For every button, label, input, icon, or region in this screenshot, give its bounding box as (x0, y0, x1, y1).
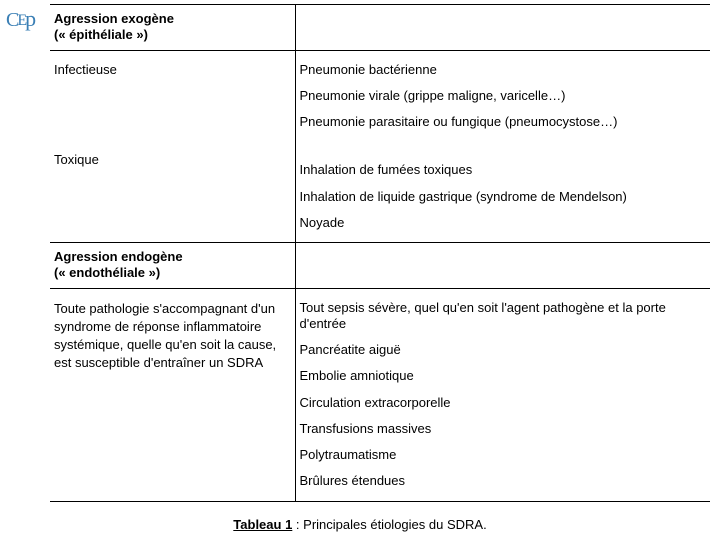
section-header-line: (« épithéliale ») (54, 27, 291, 43)
table-caption: Tableau 1 : Principales étiologies du SD… (0, 517, 720, 532)
list-item: Brûlures étendues (300, 468, 707, 494)
list-item: Inhalation de liquide gastrique (syndrom… (300, 184, 707, 210)
table-row: Toute pathologie s'accompagnant d'un syn… (50, 288, 710, 501)
list-item: Inhalation de fumées toxiques (300, 157, 707, 183)
category-label: Infectieuse (54, 57, 291, 83)
category-label: Toute pathologie s'accompagnant d'un syn… (54, 295, 291, 378)
etiologies-table-wrap: Agression exogène (« épithéliale ») Infe… (50, 4, 710, 502)
section-header-line: (« endothéliale ») (54, 265, 291, 281)
list-item: Pneumonie virale (grippe maligne, varice… (300, 83, 707, 109)
list-item: Pneumonie parasitaire ou fungique (pneum… (300, 109, 707, 135)
list-item: Tout sepsis sévère, quel qu'en soit l'ag… (300, 295, 707, 338)
items-cell: Tout sepsis sévère, quel qu'en soit l'ag… (295, 288, 710, 501)
caption-text: : Principales étiologies du SDRA. (292, 517, 486, 532)
list-item: Pancréatite aiguë (300, 337, 707, 363)
list-item: Polytraumatisme (300, 442, 707, 468)
logo: CEp (6, 6, 34, 32)
section-header-line: Agression endogène (54, 249, 291, 265)
table-row: Infectieuse Pneumonie bactérienne Pneumo… (50, 50, 710, 141)
category-cell: Infectieuse (50, 50, 295, 141)
list-item: Pneumonie bactérienne (300, 57, 707, 83)
items-cell: Pneumonie bactérienne Pneumonie virale (… (295, 50, 710, 141)
list-item: Transfusions massives (300, 416, 707, 442)
list-item: Embolie amniotique (300, 363, 707, 389)
section-header-row: Agression exogène (« épithéliale ») (50, 5, 710, 51)
table-row: Toxique Inhalation de fumées toxiques In… (50, 141, 710, 242)
category-label: Toxique (54, 147, 291, 173)
items-cell: Inhalation de fumées toxiques Inhalation… (295, 141, 710, 242)
category-cell: Toute pathologie s'accompagnant d'un syn… (50, 288, 295, 501)
list-item: Noyade (300, 210, 707, 236)
section-header-line: Agression exogène (54, 11, 291, 27)
list-item (300, 147, 707, 157)
list-item: Circulation extracorporelle (300, 390, 707, 416)
category-cell: Toxique (50, 141, 295, 242)
caption-label: Tableau 1 (233, 517, 292, 532)
section-header-row: Agression endogène (« endothéliale ») (50, 243, 710, 289)
etiologies-table: Agression exogène (« épithéliale ») Infe… (50, 4, 710, 502)
